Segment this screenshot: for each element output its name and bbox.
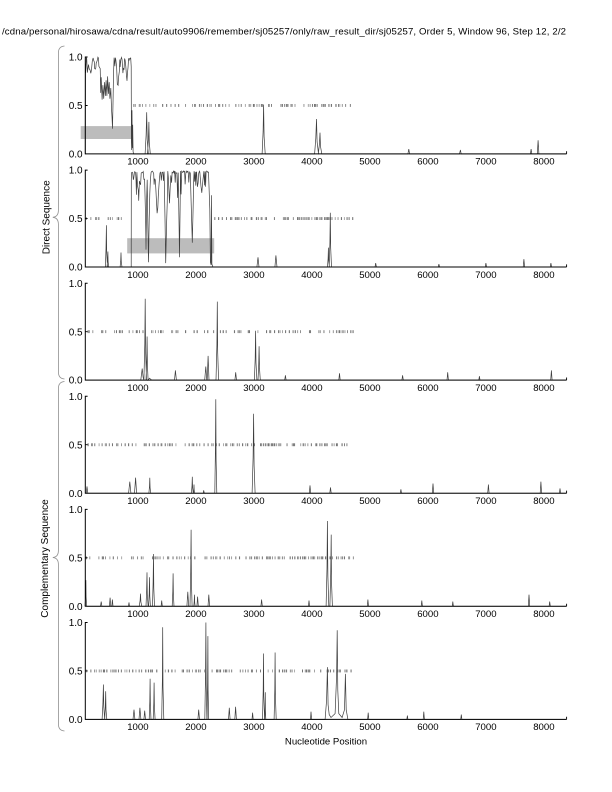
svg-text:1.0: 1.0 [69,53,83,64]
svg-text:7000: 7000 [475,609,496,620]
svg-text:3000: 3000 [243,157,264,168]
svg-text:0.5: 0.5 [69,327,83,338]
svg-text:3000: 3000 [243,496,264,507]
svg-text:6000: 6000 [417,383,438,394]
svg-text:/cdna/personal/hirosawa/cdna/r: /cdna/personal/hirosawa/cdna/result/auto… [2,27,566,38]
svg-text:5000: 5000 [359,609,380,620]
svg-text:6000: 6000 [417,609,438,620]
svg-text:0.0: 0.0 [69,376,83,387]
svg-text:6000: 6000 [417,157,438,168]
svg-text:2000: 2000 [185,383,206,394]
svg-text:3000: 3000 [243,383,264,394]
svg-text:8000: 8000 [533,270,554,281]
svg-text:Nucleotide Position: Nucleotide Position [285,737,367,748]
svg-text:0.5: 0.5 [69,440,83,451]
svg-text:7000: 7000 [475,383,496,394]
svg-text:3000: 3000 [243,270,264,281]
svg-text:7000: 7000 [475,722,496,733]
svg-text:1.0: 1.0 [69,618,83,629]
svg-text:0.0: 0.0 [69,489,83,500]
svg-text:6000: 6000 [417,722,438,733]
svg-text:4000: 4000 [301,383,322,394]
svg-text:6000: 6000 [417,270,438,281]
svg-text:0.0: 0.0 [69,715,83,726]
svg-text:5000: 5000 [359,496,380,507]
svg-text:0.0: 0.0 [69,263,83,274]
svg-text:0.5: 0.5 [69,667,83,678]
svg-text:2000: 2000 [185,270,206,281]
svg-text:2000: 2000 [185,496,206,507]
svg-text:4000: 4000 [301,722,322,733]
svg-text:8000: 8000 [533,722,554,733]
svg-text:4000: 4000 [301,609,322,620]
svg-text:4000: 4000 [301,270,322,281]
svg-text:3000: 3000 [243,722,264,733]
svg-text:2000: 2000 [185,157,206,168]
svg-text:0.0: 0.0 [69,602,83,613]
svg-text:8000: 8000 [533,383,554,394]
svg-text:1.0: 1.0 [69,279,83,290]
svg-text:0.0: 0.0 [69,150,83,161]
svg-text:1000: 1000 [127,270,148,281]
svg-text:5000: 5000 [359,270,380,281]
svg-text:5000: 5000 [359,157,380,168]
svg-text:1000: 1000 [127,609,148,620]
svg-text:6000: 6000 [417,496,438,507]
svg-text:5000: 5000 [359,722,380,733]
svg-text:3000: 3000 [243,609,264,620]
svg-text:Direct Sequence: Direct Sequence [42,180,53,254]
svg-text:7000: 7000 [475,270,496,281]
svg-text:5000: 5000 [359,383,380,394]
svg-text:1000: 1000 [127,722,148,733]
svg-text:8000: 8000 [533,496,554,507]
svg-text:2000: 2000 [185,609,206,620]
svg-text:1.0: 1.0 [69,392,83,403]
svg-text:0.5: 0.5 [69,214,83,225]
svg-text:1.0: 1.0 [69,166,83,177]
svg-text:1.0: 1.0 [69,505,83,516]
svg-text:1000: 1000 [127,496,148,507]
svg-text:7000: 7000 [475,496,496,507]
svg-text:2000: 2000 [185,722,206,733]
svg-text:Complementary Sequence: Complementary Sequence [40,499,51,618]
svg-text:1000: 1000 [127,383,148,394]
svg-text:4000: 4000 [301,496,322,507]
svg-text:4000: 4000 [301,157,322,168]
svg-text:1000: 1000 [127,157,148,168]
svg-text:7000: 7000 [475,157,496,168]
svg-text:8000: 8000 [533,609,554,620]
svg-text:8000: 8000 [533,157,554,168]
svg-text:0.5: 0.5 [69,101,83,112]
svg-text:0.5: 0.5 [69,553,83,564]
